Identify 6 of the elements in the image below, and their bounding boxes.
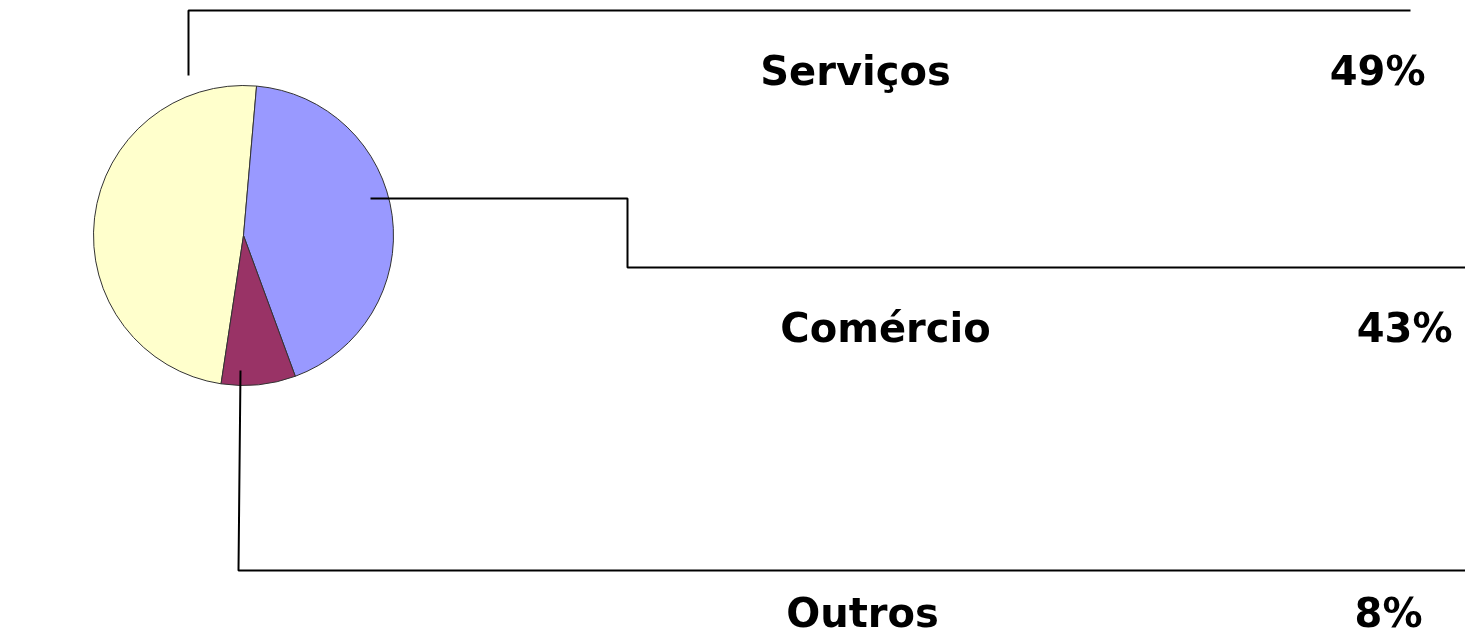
slice-label: Outros [786, 589, 939, 636]
slice-label: Comércio [780, 304, 991, 351]
data-label: 49% [1329, 47, 1426, 94]
data-label: 43% [1356, 304, 1453, 351]
data-label: 8% [1354, 589, 1423, 636]
slice-label: Serviços [760, 47, 951, 94]
